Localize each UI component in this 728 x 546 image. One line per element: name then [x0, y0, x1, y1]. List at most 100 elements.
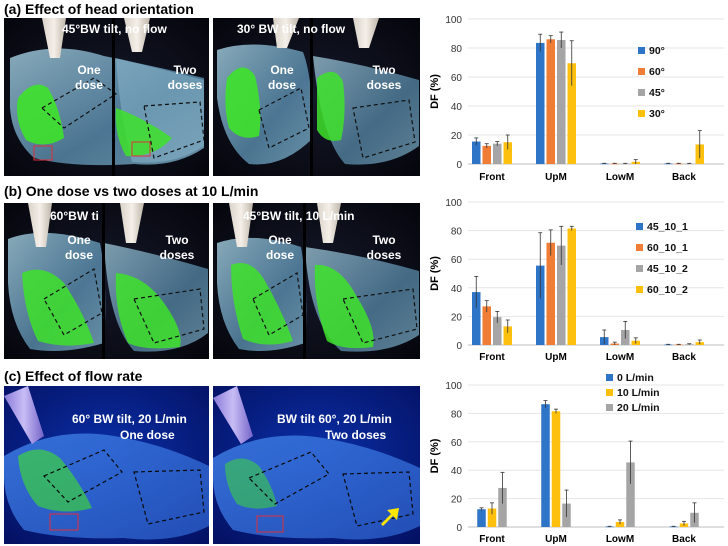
legend-label: 60_10_2 [647, 284, 688, 296]
bar [567, 63, 576, 164]
bar [685, 163, 694, 165]
nasal-cast-photo-b2: 45°BW tilt, 10 L/min One dose Two doses [213, 203, 420, 359]
bar [674, 344, 683, 346]
y-tick-label: 0 [456, 160, 462, 171]
y-tick-label: 0 [456, 341, 462, 352]
bar [536, 265, 545, 345]
bar [493, 317, 502, 345]
bar-chart-head-orientation: 0 20 40 60 80 100 DF (%) Front UpM LowM Back 90° 60°… [429, 15, 724, 182]
y-tick-label: 80 [451, 44, 463, 55]
bar [482, 145, 491, 164]
legend-swatch [606, 374, 613, 381]
legend-swatch [636, 223, 643, 230]
legend-label: 60_10_1 [647, 242, 688, 254]
legend-label: 45° [649, 87, 665, 99]
bar [477, 509, 486, 527]
y-axis-label: DF (%) [429, 74, 441, 109]
legend-label: 60° [649, 66, 665, 78]
bar [626, 462, 635, 527]
nasal-cast-photo-c1: 60° BW tilt, 20 L/min One dose [4, 386, 209, 544]
legend-swatch [636, 244, 643, 251]
y-tick-label: 20 [451, 495, 463, 506]
dose-label-one: One dose [74, 63, 103, 92]
photo-caption-dose: One dose [120, 428, 175, 442]
bar-chart-dose-comparison: 0 20 40 60 80 100 DF (%) Front UpM LowM Back 45_10_… [429, 198, 724, 362]
arrow-icon [381, 508, 399, 526]
x-tick-label: LowM [606, 352, 634, 362]
y-tick-label: 60 [451, 255, 463, 266]
dose-label-two: Two doses [366, 233, 402, 262]
bar [498, 487, 507, 527]
bar [615, 522, 625, 527]
photo-caption: BW tilt 60°, 20 L/min [277, 412, 392, 426]
bar [472, 292, 481, 345]
y-tick-label: 40 [451, 284, 463, 295]
bar [487, 508, 497, 527]
bar [493, 143, 502, 164]
y-tick-label: 80 [451, 409, 463, 420]
legend-label: 20 L/min [617, 402, 660, 414]
bar [610, 163, 619, 165]
dose-label-one: One dose [267, 63, 296, 92]
bar [546, 242, 555, 345]
x-tick-label: Back [672, 172, 696, 182]
x-tick-label: Front [479, 534, 505, 545]
y-tick-label: 20 [451, 131, 463, 142]
bar [482, 306, 491, 345]
photo-caption: 45°BW tilt, 10 L/min [243, 209, 355, 223]
y-tick-label: 100 [445, 198, 462, 209]
legend-swatch [638, 89, 645, 96]
legend-swatch [638, 68, 645, 75]
legend-label: 45_10_2 [647, 263, 688, 275]
x-tick-label: UpM [545, 172, 567, 182]
x-tick-label: Front [479, 352, 505, 362]
photo-caption: 45°BW tilt, no flow [62, 22, 167, 36]
legend-swatch [606, 389, 613, 396]
dose-label-one: One dose [265, 233, 294, 262]
y-tick-label: 40 [451, 102, 463, 113]
nasal-cast-photo-a1: 45°BW tilt, no flow One dose Two doses [4, 18, 209, 176]
legend-swatch [638, 47, 645, 54]
y-axis-label: DF (%) [429, 256, 441, 291]
bar [669, 526, 678, 528]
section-title-b: (b) One dose vs two doses at 10 L/min [4, 183, 259, 199]
bar [600, 163, 609, 165]
bar [503, 142, 512, 164]
y-tick-label: 100 [445, 381, 462, 392]
section-title-c: (c) Effect of flow rate [4, 368, 143, 384]
legend-swatch [606, 404, 613, 411]
dose-label-two: Two doses [167, 63, 203, 92]
bar [541, 404, 550, 527]
y-tick-label: 0 [456, 523, 462, 534]
y-tick-label: 60 [451, 73, 463, 84]
bar [503, 326, 512, 345]
legend-label: 90° [649, 45, 665, 57]
bar [664, 344, 673, 346]
y-tick-label: 20 [451, 312, 463, 323]
photo-caption-dose: Two doses [325, 428, 387, 442]
x-tick-label: UpM [545, 534, 567, 545]
x-tick-label: UpM [545, 352, 567, 362]
y-tick-label: 40 [451, 466, 463, 477]
dose-label-two: Two doses [366, 63, 402, 92]
photo-caption: 60° BW tilt, 20 L/min [72, 412, 187, 426]
legend-label: 30° [649, 108, 665, 120]
bar [664, 163, 673, 165]
y-tick-label: 100 [445, 15, 462, 26]
nasal-cast-photo-b1: 60°BW ti One dose Two doses [4, 203, 209, 359]
legend-label: 10 L/min [617, 387, 660, 399]
x-tick-label: Front [479, 172, 505, 182]
bar [551, 411, 561, 527]
x-tick-label: Back [672, 534, 696, 545]
bar [557, 245, 566, 345]
photo-caption: 30° BW tilt, no flow [237, 22, 346, 36]
bar [605, 526, 614, 528]
dose-label-one: One dose [64, 233, 93, 262]
x-tick-label: LowM [606, 534, 634, 545]
y-axis-label: DF (%) [429, 438, 441, 473]
legend-label: 45_10_1 [647, 221, 688, 233]
x-tick-label: Back [672, 352, 696, 362]
bar [621, 163, 630, 165]
y-tick-label: 60 [451, 438, 463, 449]
y-tick-label: 80 [451, 227, 463, 238]
